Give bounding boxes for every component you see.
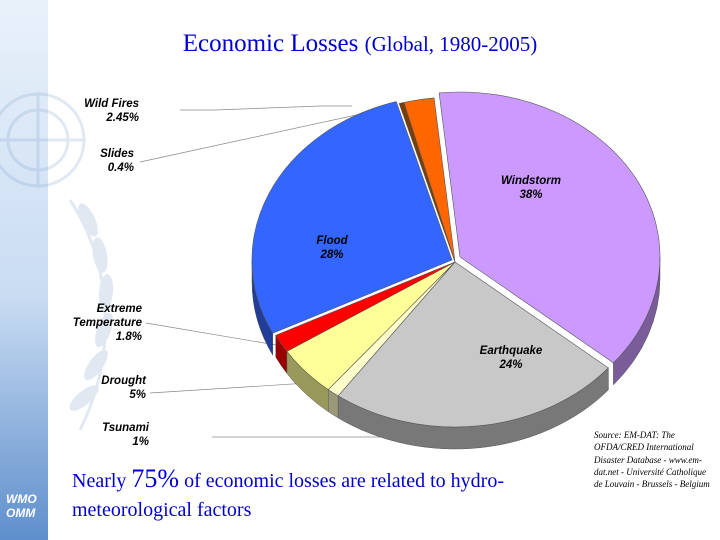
slice-earthquake: [337, 261, 609, 428]
chart-title-main: Economic Losses: [182, 30, 359, 57]
chart-title: Economic Losses (Global, 1980-2005): [0, 30, 720, 58]
logo-text-line1: WMO: [6, 492, 37, 506]
slice-labels: Windstorm 38% Earthquake 24% Tsunami 1% Drough…: [73, 98, 561, 448]
pie-slices: [251, 91, 661, 450]
slice-wild-fires: [403, 97, 456, 263]
slice-label-extreme-temperature-2: Temperature: [73, 317, 143, 329]
slice-value-wild-fires: 2.45%: [105, 112, 139, 124]
slice-value-flood: 28%: [319, 249, 343, 261]
footnote-percentage: 75%: [131, 464, 180, 493]
slice-label-earthquake: Earthquake: [480, 345, 543, 357]
slice-value-extreme-temperature: 1.8%: [116, 331, 142, 343]
footnote: Nearly 75% of economic losses are relate…: [72, 464, 542, 525]
slice-windstorm: [438, 91, 661, 364]
slice-value-tsunami: 1%: [132, 436, 149, 448]
source-note: Source: EM-DAT: The OFDA/CRED Internatio…: [594, 430, 710, 490]
side-band: [0, 0, 48, 540]
slice-label-wild-fires: Wild Fires: [84, 98, 139, 110]
chart-subtitle: (Global, 1980-2005): [364, 32, 538, 56]
un-laurel-emblem-watermark: [0, 92, 114, 431]
wmo-omm-logo: WMO OMM: [6, 492, 46, 520]
slice-value-windstorm: 38%: [519, 189, 542, 201]
slice-value-slides: 0.4%: [108, 162, 134, 174]
slice-label-slides: Slides: [100, 148, 134, 160]
slice-label-drought: Drought: [101, 375, 147, 387]
slice-label-windstorm: Windstorm: [501, 175, 561, 187]
leader-line-wild-fires: [180, 105, 352, 111]
footnote-part2: of economic losses are related to hydro-…: [72, 470, 504, 521]
slice-value-earthquake: 24%: [498, 359, 522, 371]
slice-label-flood: Flood: [316, 235, 348, 247]
slice-value-drought: 5%: [129, 389, 146, 401]
leader-line-slides: [139, 111, 371, 163]
footnote-part1: Nearly: [72, 470, 132, 492]
slice-flood: [251, 101, 453, 334]
slice-extreme-temperature: [275, 261, 456, 352]
slice-label-extreme-temperature-1: Extreme: [97, 303, 143, 315]
slice-label-tsunami: Tsunami: [102, 422, 150, 434]
logo-text-line2: OMM: [6, 506, 36, 520]
